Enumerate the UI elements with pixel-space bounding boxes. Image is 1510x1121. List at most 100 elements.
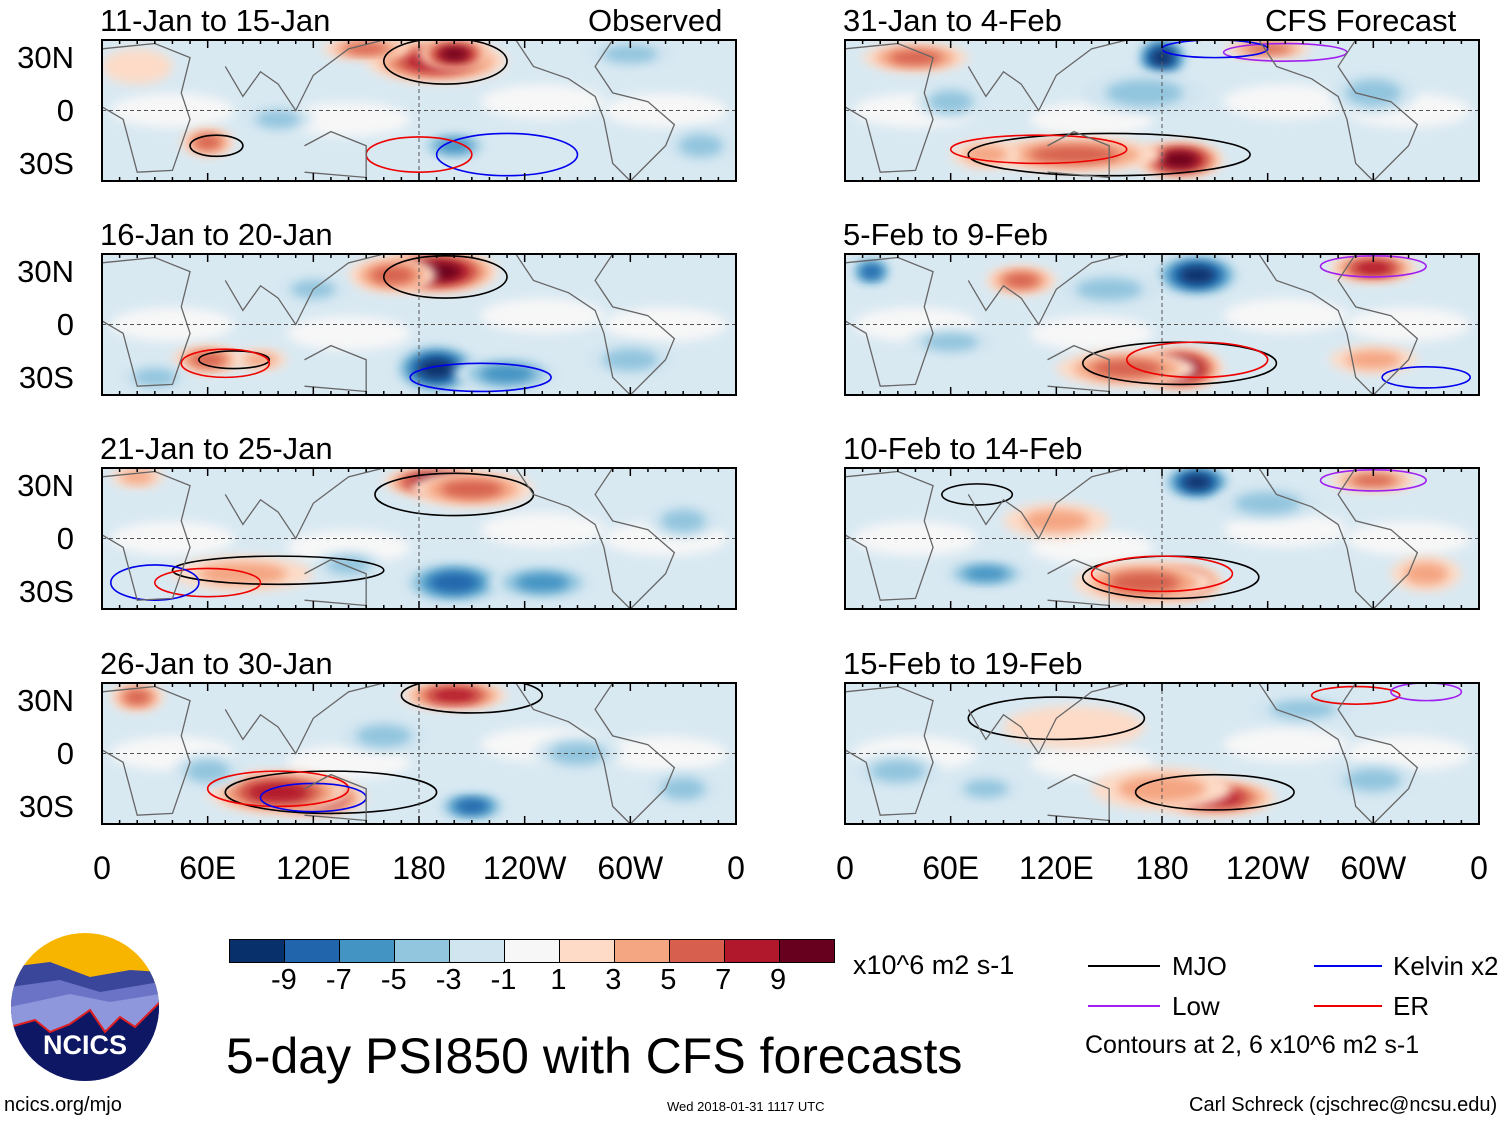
legend-line-low bbox=[1088, 1005, 1160, 1007]
coastline bbox=[845, 256, 934, 387]
lat-label: 30N bbox=[17, 254, 74, 289]
coastline bbox=[102, 470, 191, 601]
anomaly-neutral bbox=[286, 316, 411, 351]
lon-label: 120E bbox=[1018, 850, 1094, 886]
anomaly-negative bbox=[862, 265, 881, 278]
anomaly-positive bbox=[1029, 145, 1118, 164]
panel-title: 26-Jan to 30-Jan bbox=[100, 646, 333, 681]
anomaly-negative bbox=[1269, 700, 1336, 719]
lat-label: 30N bbox=[17, 683, 74, 718]
filter-contour bbox=[435, 132, 579, 177]
anomaly-negative bbox=[185, 760, 230, 783]
lon-label: 0 bbox=[1470, 850, 1488, 886]
filter-contour bbox=[224, 770, 438, 815]
anomaly-negative bbox=[1076, 278, 1143, 301]
colorbar-tick-label: -3 bbox=[435, 964, 462, 996]
anomaly-positive bbox=[1023, 509, 1090, 532]
colorbar-swatch bbox=[669, 940, 724, 962]
footer-url[interactable]: ncics.org/mjo bbox=[4, 1094, 122, 1116]
anomaly-negative bbox=[356, 724, 412, 747]
colorbar-swatch bbox=[614, 940, 669, 962]
anomaly-neutral bbox=[286, 102, 411, 137]
map-panel bbox=[101, 39, 737, 182]
footer-timestamp: Wed 2018-01-31 1117 UTC bbox=[667, 1099, 825, 1114]
colorbar-tick-label: 7 bbox=[715, 964, 732, 996]
anomaly-neutral bbox=[1029, 745, 1154, 780]
colorbar-swatch bbox=[284, 940, 339, 962]
anomaly-neutral bbox=[1029, 530, 1154, 565]
map-panel bbox=[101, 253, 737, 396]
lon-label: 120E bbox=[275, 850, 351, 886]
coastline bbox=[845, 42, 934, 173]
filter-contour bbox=[198, 350, 271, 370]
filter-contour bbox=[1390, 683, 1463, 702]
anomaly-positive bbox=[190, 352, 226, 367]
lat-label: 30S bbox=[18, 789, 74, 824]
map-panel bbox=[844, 39, 1480, 182]
anomaly-positive bbox=[102, 48, 173, 85]
anomaly-negative bbox=[1105, 79, 1183, 107]
colorbar-swatch bbox=[449, 940, 504, 962]
lon-label: 120W bbox=[482, 850, 567, 886]
figure-title: 5-day PSI850 with CFS forecasts bbox=[226, 1028, 963, 1084]
legend-label-low: Low bbox=[1172, 991, 1220, 1021]
footer-author: Carl Schreck (cjschrec@ncsu.edu) bbox=[1189, 1094, 1498, 1116]
filter-contour bbox=[409, 362, 552, 393]
anomaly-negative bbox=[431, 573, 478, 592]
filter-contour bbox=[171, 555, 385, 586]
coastline bbox=[224, 254, 384, 326]
anomaly-negative bbox=[549, 742, 606, 765]
anomaly-positive bbox=[1404, 562, 1449, 585]
anomaly-positive bbox=[1354, 261, 1393, 275]
colorbar-tick-label: 9 bbox=[770, 964, 787, 996]
panel-title: 31-Jan to 4-Feb bbox=[843, 3, 1062, 38]
anomaly-positive bbox=[431, 689, 478, 702]
legend-label-er: ER bbox=[1393, 991, 1430, 1021]
map-panel bbox=[101, 467, 737, 610]
colorbar-swatch bbox=[724, 940, 779, 962]
panel-title: 11-Jan to 15-Jan bbox=[100, 3, 331, 38]
coastline bbox=[515, 254, 676, 395]
colorbar-tick-label: -1 bbox=[490, 964, 517, 996]
coastline bbox=[515, 468, 676, 609]
anomaly-negative bbox=[870, 760, 926, 783]
colorbar-swatch bbox=[230, 940, 284, 962]
anomaly-negative bbox=[602, 348, 658, 371]
filter-contour bbox=[941, 483, 1014, 506]
anomaly-neutral bbox=[286, 530, 411, 565]
legend-line-er bbox=[1314, 1005, 1382, 1007]
coastline bbox=[304, 130, 367, 179]
coastline bbox=[845, 685, 934, 816]
lon-label: 60E bbox=[922, 850, 980, 886]
lat-label: 30N bbox=[17, 40, 74, 75]
colorbar-tick-label: -9 bbox=[271, 964, 297, 996]
panel-title: 10-Feb to 14-Feb bbox=[843, 431, 1083, 466]
anomaly-neutral bbox=[1029, 316, 1154, 351]
panel-title: 5-Feb to 9-Feb bbox=[843, 217, 1049, 252]
colorbar-swatch bbox=[394, 940, 449, 962]
anomaly-negative bbox=[419, 358, 455, 379]
lon-label: 120W bbox=[1225, 850, 1310, 886]
coastline bbox=[304, 773, 367, 822]
colorbar-tick-label: -5 bbox=[380, 964, 407, 996]
anomaly-negative bbox=[480, 365, 534, 383]
coastline bbox=[1047, 773, 1110, 822]
coastline bbox=[1258, 468, 1419, 609]
anomaly-positive bbox=[1003, 705, 1145, 749]
coastline bbox=[1258, 254, 1419, 395]
anomaly-negative bbox=[963, 566, 1008, 581]
lon-label: 0 bbox=[727, 850, 745, 886]
lat-label: 0 bbox=[56, 521, 74, 556]
lat-label: 30S bbox=[18, 146, 74, 181]
lon-label: 0 bbox=[836, 850, 854, 886]
anomaly-negative bbox=[436, 138, 472, 153]
coastline bbox=[224, 40, 384, 112]
anomaly-negative bbox=[456, 800, 488, 813]
anomaly-positive bbox=[1345, 350, 1401, 369]
lat-label: 30N bbox=[17, 468, 74, 503]
map-panel bbox=[101, 682, 737, 825]
colorbar-swatch bbox=[339, 940, 394, 962]
coastline bbox=[967, 468, 1127, 540]
anomaly-negative bbox=[963, 779, 1008, 798]
map-panel bbox=[844, 682, 1480, 825]
